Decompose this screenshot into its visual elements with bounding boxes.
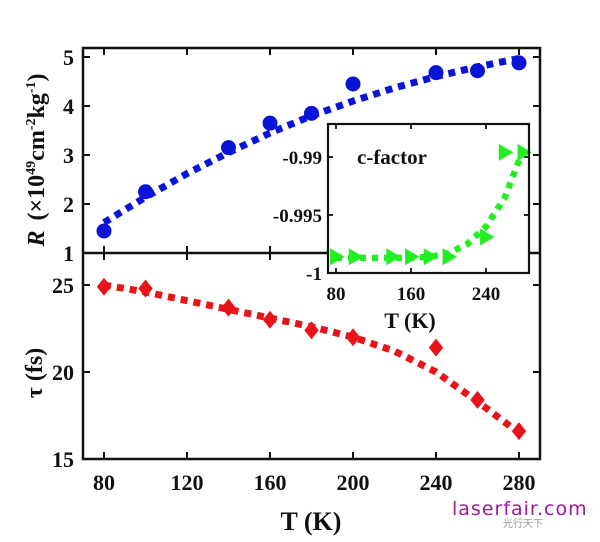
tau-axis-label: τ (fs) [22, 348, 48, 398]
x-tick-label: 280 [503, 470, 536, 495]
r-data-point [511, 55, 527, 71]
r-axis-suffix: ) [24, 73, 50, 81]
inset-xtick-label: 80 [327, 284, 346, 305]
tau-fit-line [103, 281, 522, 436]
r-fit-line [102, 55, 520, 226]
c-factor-inset: -1 -0.995 -0.99 80 160 240 [273, 124, 532, 305]
tau-data-point [345, 328, 361, 347]
r-data-point [470, 63, 485, 79]
x-tick-label: 120 [171, 470, 204, 495]
inset-x-axis-title: T (K) [384, 308, 436, 333]
inset-ytick-label: -1 [306, 264, 322, 285]
r-ytick-label: 2 [63, 192, 74, 217]
inset-ytick-label: -0.995 [273, 206, 322, 227]
tau-data-point [96, 277, 112, 296]
watermark-sub: 光行天下 [503, 519, 543, 530]
c-factor-data-point [348, 248, 364, 266]
x-axis-title: T (K) [281, 507, 342, 536]
r-data-point [345, 76, 361, 92]
r-axis-exp2: -2 [24, 119, 39, 131]
tau-data-point [304, 321, 319, 340]
inset-frame [326, 122, 531, 275]
tau-ytick-label: 20 [52, 360, 74, 385]
r-data-point [262, 115, 278, 131]
r-data-point [304, 105, 319, 121]
x-tick-label: 240 [420, 470, 453, 495]
tau-data-point [470, 390, 485, 409]
c-factor-data-point [442, 248, 457, 266]
r-data-point [428, 65, 444, 81]
tau-ytick-label: 25 [52, 273, 74, 298]
c-factor-data-point [405, 248, 420, 266]
r-axis-mid2: kg [24, 93, 50, 118]
tau-data-point [138, 279, 153, 298]
c-factor-data-point [517, 143, 532, 161]
r-axis-symbol: R [24, 231, 50, 248]
c-factor-data-point [386, 248, 401, 266]
c-factor-data-point [423, 248, 439, 266]
r-axis-title: R (×1049cm-2kg-1) [24, 73, 50, 247]
c-factor-data-point [498, 143, 514, 161]
r-ytick-label: 4 [63, 94, 74, 119]
c-factor-data-point [330, 248, 345, 266]
tau-axis-title: τ (fs) [22, 348, 48, 398]
c-factor-fit-line [336, 147, 527, 262]
inset-ytick-label: -0.99 [282, 148, 322, 169]
inset-background [328, 124, 529, 273]
r-axis-mid: cm [24, 130, 50, 161]
r-axis-exp3: -1 [24, 81, 39, 93]
r-ytick-label: 5 [63, 45, 74, 70]
x-tick-label: 160 [254, 470, 287, 495]
r-data-point [138, 184, 153, 200]
x-tick-label: 80 [93, 470, 115, 495]
c-factor-data-point [480, 228, 495, 246]
tau-data-point [262, 310, 278, 329]
tau-data-point [221, 298, 236, 317]
r-data-point [96, 223, 112, 239]
tau-data-point [428, 338, 444, 357]
svg-text:R (×1049cm-2kg-1): R (×1049cm-2kg-1) [24, 73, 50, 247]
tau-panel: 15 20 25 80 120 160 200 240 280 [52, 253, 540, 495]
inset-xtick-label: 160 [397, 284, 426, 305]
watermark: laserfair.com [452, 498, 588, 520]
tau-ytick-label: 15 [52, 447, 74, 472]
x-tick-label: 200 [337, 470, 370, 495]
inset-title: c-factor [357, 145, 427, 169]
tau-data-point [511, 422, 527, 441]
r-ytick-label: 1 [63, 241, 74, 266]
r-data-point [221, 140, 236, 156]
r-axis-exp1: 49 [24, 161, 39, 175]
r-panel: 1 2 3 4 5 [63, 45, 540, 266]
inset-xtick-label: 240 [472, 284, 501, 305]
r-ytick-label: 3 [63, 143, 74, 168]
r-axis-prefix: (×10 [24, 175, 50, 221]
